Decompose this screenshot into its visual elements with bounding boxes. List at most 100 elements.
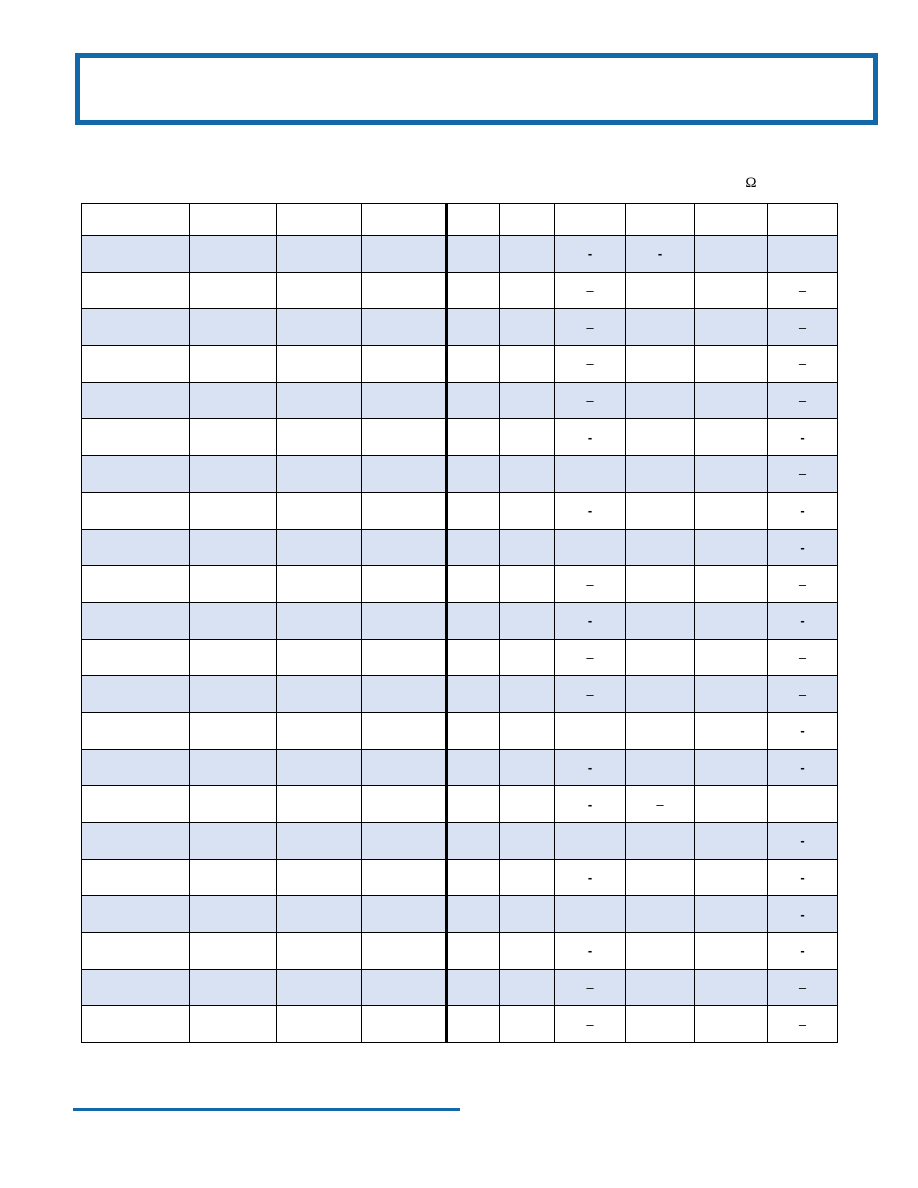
table-cell xyxy=(625,675,695,713)
table-cell xyxy=(625,968,695,1007)
table-cell xyxy=(446,491,500,530)
table-cell xyxy=(625,271,695,310)
table-cell: – xyxy=(767,271,838,310)
table-cell xyxy=(446,748,500,787)
table-row: - xyxy=(81,822,838,860)
table-cell xyxy=(361,638,448,677)
table-row: -- xyxy=(81,858,838,897)
table-cell xyxy=(81,271,190,310)
table-cell xyxy=(499,1005,555,1044)
table-cell xyxy=(81,638,190,677)
table-cell xyxy=(625,565,695,603)
table-cell: – xyxy=(767,565,838,603)
table-cell xyxy=(446,711,500,750)
table-cell: - xyxy=(767,932,838,970)
table-cell xyxy=(499,235,555,273)
table-cell xyxy=(189,308,277,347)
table-cell xyxy=(625,455,695,493)
table-cell xyxy=(81,1005,190,1044)
table-cell xyxy=(554,455,626,493)
table-cell: – xyxy=(767,345,838,383)
table-cell xyxy=(499,822,555,860)
table-cell: - xyxy=(767,858,838,897)
table-cell xyxy=(694,601,768,640)
table-cell xyxy=(625,601,695,640)
table-cell xyxy=(81,785,190,823)
table-header-row xyxy=(81,203,838,236)
table-cell xyxy=(446,528,500,567)
table-cell xyxy=(694,565,768,603)
table-cell xyxy=(276,308,362,347)
table-cell xyxy=(81,895,190,934)
table-cell: - xyxy=(554,601,626,640)
table-cell xyxy=(499,858,555,897)
table-cell xyxy=(446,565,500,603)
table-cell: - xyxy=(554,418,626,457)
table-row: -- xyxy=(81,748,838,787)
table-cell xyxy=(361,675,448,713)
table-cell xyxy=(499,748,555,787)
table-cell xyxy=(499,638,555,677)
table-cell xyxy=(499,565,555,603)
table-cell: - xyxy=(554,858,626,897)
table-row: – – xyxy=(81,381,838,420)
table-cell xyxy=(189,601,277,640)
table-cell xyxy=(361,748,448,787)
table-cell: – xyxy=(554,308,626,347)
table-row: – – xyxy=(81,675,838,713)
table-cell: - xyxy=(554,932,626,970)
table-cell xyxy=(81,455,190,493)
table-cell xyxy=(276,711,362,750)
table-cell xyxy=(276,822,362,860)
table-cell xyxy=(361,1005,448,1044)
table-cell xyxy=(446,601,500,640)
table-cell: – xyxy=(767,1005,838,1044)
table-cell xyxy=(189,235,277,273)
table-cell xyxy=(446,822,500,860)
table-cell: - xyxy=(767,601,838,640)
table-header-cell xyxy=(499,203,555,236)
table-cell xyxy=(499,381,555,420)
table-cell xyxy=(276,565,362,603)
table-cell xyxy=(361,895,448,934)
table-cell xyxy=(361,345,448,383)
table-cell xyxy=(694,711,768,750)
table-cell xyxy=(625,932,695,970)
table-cell xyxy=(81,601,190,640)
table-cell: - xyxy=(767,748,838,787)
table-cell xyxy=(554,711,626,750)
table-cell: – xyxy=(767,455,838,493)
table-row: - xyxy=(81,895,838,934)
table-cell: - xyxy=(767,491,838,530)
table-cell xyxy=(361,785,448,823)
table-cell xyxy=(446,785,500,823)
table-row: -- xyxy=(81,491,838,530)
table-cell xyxy=(189,748,277,787)
table-cell: – xyxy=(554,345,626,383)
table-cell xyxy=(276,932,362,970)
table-cell xyxy=(81,235,190,273)
table-cell xyxy=(361,932,448,970)
table-cell xyxy=(276,601,362,640)
table-cell xyxy=(499,491,555,530)
table-cell xyxy=(554,895,626,934)
table-cell xyxy=(499,455,555,493)
table-cell xyxy=(81,858,190,897)
table-cell xyxy=(625,1005,695,1044)
table-cell xyxy=(694,345,768,383)
table-cell xyxy=(446,675,500,713)
table-cell xyxy=(446,418,500,457)
table-cell: - xyxy=(767,822,838,860)
table-cell xyxy=(694,638,768,677)
table-cell xyxy=(554,528,626,567)
table-cell xyxy=(81,308,190,347)
table-cell xyxy=(81,822,190,860)
table-cell xyxy=(361,858,448,897)
table-cell xyxy=(694,271,768,310)
table-cell xyxy=(499,601,555,640)
table-cell: – xyxy=(554,675,626,713)
table-row: – – xyxy=(81,271,838,310)
table-cell xyxy=(694,1005,768,1044)
table-cell xyxy=(361,271,448,310)
table-cell xyxy=(81,932,190,970)
